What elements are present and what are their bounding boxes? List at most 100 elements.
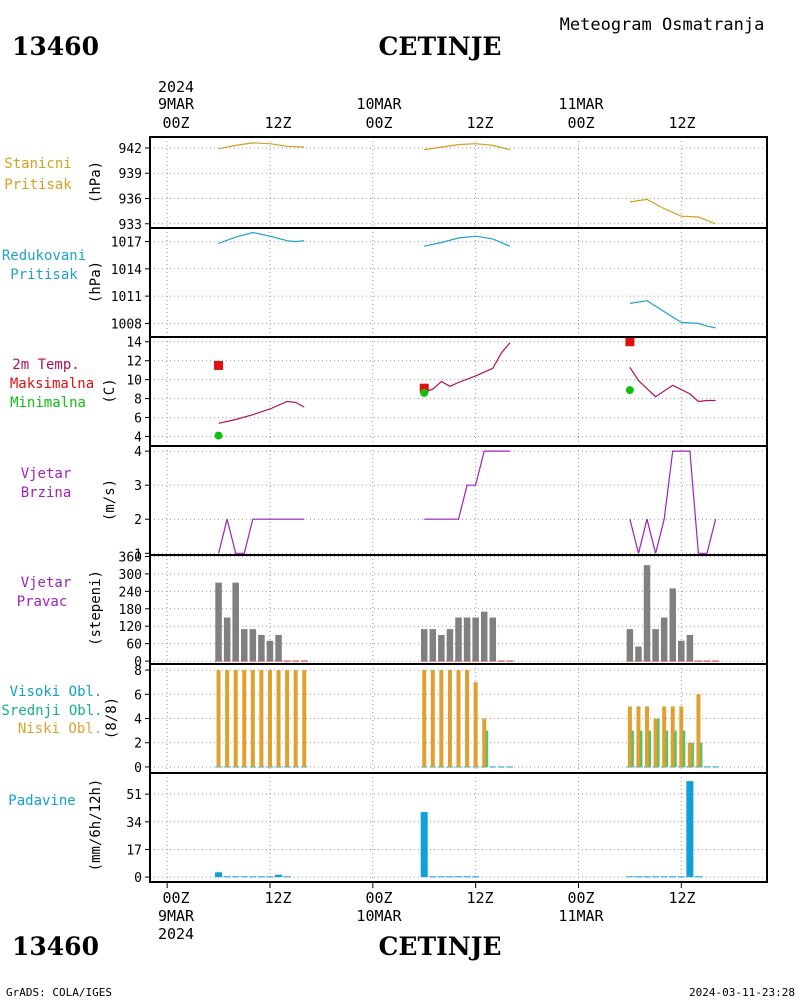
mid-cloud-bar — [699, 742, 703, 767]
precip-bar — [275, 874, 283, 878]
series-line-0 — [218, 231, 305, 244]
bottom-date-9mar: 9MAR — [158, 907, 195, 925]
unit-c: (C) — [102, 378, 118, 403]
label-maksimalna: Maksimalna — [10, 376, 94, 392]
series-line-1 — [424, 450, 510, 520]
wind-dir-bar — [472, 617, 479, 662]
wind-dir-bar — [660, 617, 668, 662]
wind-dir-bar — [463, 617, 471, 662]
precip-bar — [420, 812, 428, 878]
y-tick-label: 4 — [134, 713, 142, 728]
label-brzina: Brzina — [21, 485, 72, 501]
bottom-date-10mar: 10MAR — [356, 907, 402, 925]
mid-cloud-bar — [639, 730, 643, 767]
y-tick-label: 1017 — [111, 236, 142, 251]
low-cloud-bar — [473, 682, 478, 767]
wind-dir-bar — [652, 629, 659, 662]
unit-hpa-2: (hPa) — [88, 261, 104, 303]
mid-cloud-bar — [631, 730, 634, 767]
label-pritisak-2: Pritisak — [10, 267, 78, 283]
top-date-11mar: 11MAR — [558, 95, 604, 113]
wind-dir-bar — [438, 634, 445, 662]
panel-precipitation: 0 17 34 51 — [126, 772, 768, 886]
series-line-1 — [424, 235, 511, 247]
low-cloud-bar — [636, 706, 641, 767]
low-cloud-bar — [627, 706, 632, 767]
low-cloud-bar — [456, 670, 461, 767]
top-12z-1: 12Z — [264, 114, 291, 132]
station-name-bottom: CETINJE — [379, 932, 502, 961]
series-line-1 — [424, 342, 511, 393]
precip-bar — [249, 876, 257, 878]
footer-credit: GrADS: COLA/IGES — [6, 986, 112, 999]
top-year-label: 2024 — [158, 78, 194, 96]
low-cloud-bar — [482, 718, 487, 767]
y-tick-label: 4 — [134, 445, 142, 460]
y-tick-label: 933 — [119, 218, 142, 233]
label-padavine: Padavine — [8, 793, 75, 809]
wind-dir-bar — [258, 634, 265, 662]
label-srednji: Srednji Obl. — [1, 703, 102, 719]
unit-labels: (hPa) (hPa) (C) (m/s) (stepeni) (8/8) (m… — [88, 161, 120, 871]
top-date-9mar: 9MAR — [158, 95, 195, 113]
series-line-0 — [218, 518, 305, 554]
wind-dir-bar — [215, 582, 222, 662]
bottom-12z-1: 12Z — [264, 889, 291, 907]
panel-temperature: 4 6 8 10 12 14 — [126, 336, 768, 447]
label-redukovani: Redukovani — [2, 248, 86, 264]
y-tick-label: 0 — [134, 655, 142, 670]
y-tick-label: 2 — [134, 737, 142, 752]
label-pritisak-1: Pritisak — [4, 177, 72, 193]
label-niski: Niski Obl. — [18, 721, 102, 737]
mid-cloud-bar — [674, 730, 677, 767]
low-cloud-bar — [422, 670, 427, 767]
y-tick-label: 34 — [126, 816, 142, 831]
y-tick-label: 8 — [134, 393, 142, 408]
y-tick-label: 4 — [134, 431, 142, 446]
station-id-top: 13460 — [12, 32, 99, 61]
precip-bar — [437, 876, 445, 878]
precip-bar — [429, 876, 437, 878]
max-temp-marker — [214, 360, 224, 370]
low-cloud-bar — [645, 706, 650, 767]
precip-bar — [652, 876, 660, 878]
low-cloud-bar — [302, 670, 307, 767]
precip-bar — [626, 876, 634, 878]
low-cloud-bar — [259, 670, 264, 767]
y-tick-label: 360 — [119, 550, 142, 565]
label-stanicni: Stanicni — [4, 156, 71, 172]
y-tick-label: 180 — [119, 603, 142, 618]
low-cloud-bar — [653, 718, 658, 767]
panel-frame — [149, 136, 768, 229]
panel-wind_direction: 0 60 120 180 240 300 360 — [119, 550, 768, 670]
precip-bar — [463, 876, 471, 878]
series-line-2 — [629, 300, 716, 329]
label-visoki: Visoki Obl. — [10, 684, 103, 700]
y-tick-label: 1011 — [111, 290, 142, 305]
low-cloud-bar — [285, 670, 290, 767]
panel-reduced_pressure: 1008 1011 1014 1017 — [111, 227, 768, 338]
wind-dir-bar — [643, 565, 651, 662]
low-cloud-bar — [465, 670, 470, 767]
low-cloud-bar — [447, 670, 452, 767]
bottom-hour-11mar: 00Z — [567, 889, 594, 907]
product-title: Meteogram Osmatranja — [560, 15, 765, 35]
panel-frame — [149, 445, 768, 556]
wind-dir-bar — [686, 634, 694, 662]
bottom-12z-2: 12Z — [466, 889, 493, 907]
low-cloud-bar — [267, 670, 272, 767]
wind-dir-bar — [232, 582, 239, 662]
min-temp-marker — [214, 431, 223, 440]
low-cloud-bar — [679, 706, 684, 767]
precip-bar — [232, 876, 240, 878]
panel-frame — [149, 772, 768, 883]
low-cloud-bar — [696, 694, 701, 767]
series-line-0 — [218, 142, 305, 150]
precip-bar — [257, 876, 265, 878]
wind-dir-bar — [489, 617, 497, 662]
wind-dir-bar — [429, 629, 437, 662]
series-line-2 — [629, 366, 716, 403]
unit-octas: (8/8) — [104, 697, 120, 739]
unit-stepeni: (stepeni) — [88, 570, 104, 646]
panel-wind_speed: 1 2 3 4 — [134, 445, 768, 562]
